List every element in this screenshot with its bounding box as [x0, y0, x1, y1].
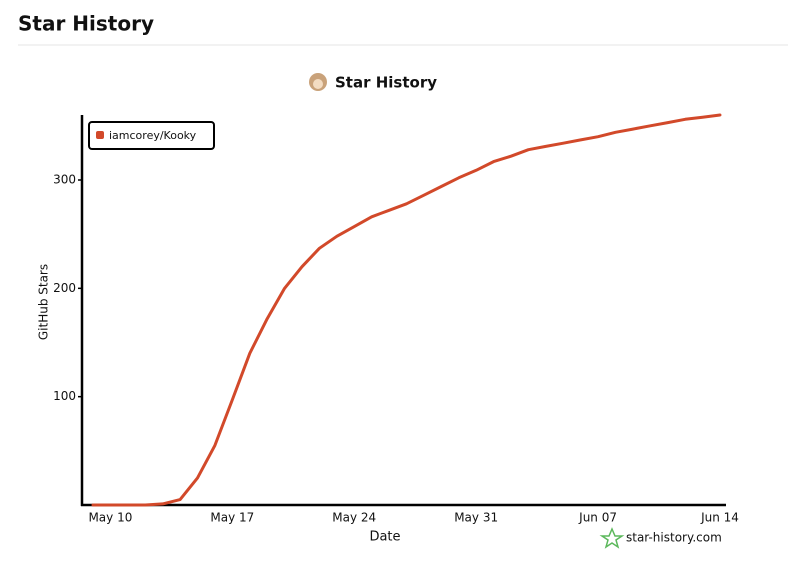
watermark: star-history.com: [626, 531, 722, 545]
x-tick-label: Jun 14: [700, 511, 739, 525]
page-title: Star History: [18, 12, 154, 36]
x-tick-label: May 17: [210, 511, 254, 525]
watermark-icon: [599, 527, 625, 549]
x-tick-label: May 31: [454, 511, 498, 525]
y-axis-label: GitHub Stars: [37, 264, 51, 340]
y-tick-label: 200: [53, 281, 76, 295]
x-tick-label: May 24: [332, 511, 376, 525]
legend-box: [88, 121, 215, 150]
y-tick-label: 100: [53, 389, 76, 403]
x-tick-label: Jun 07: [578, 511, 617, 525]
chart-title: Star History: [335, 74, 437, 92]
series-line: [91, 113, 722, 507]
avatar-face: [313, 79, 323, 89]
legend-label: iamcorey/Kooky: [109, 129, 197, 142]
x-axis-label: Date: [369, 530, 400, 545]
y-tick-label: 300: [53, 173, 76, 187]
x-tick-label: May 10: [88, 511, 132, 525]
legend-swatch: [96, 131, 104, 139]
